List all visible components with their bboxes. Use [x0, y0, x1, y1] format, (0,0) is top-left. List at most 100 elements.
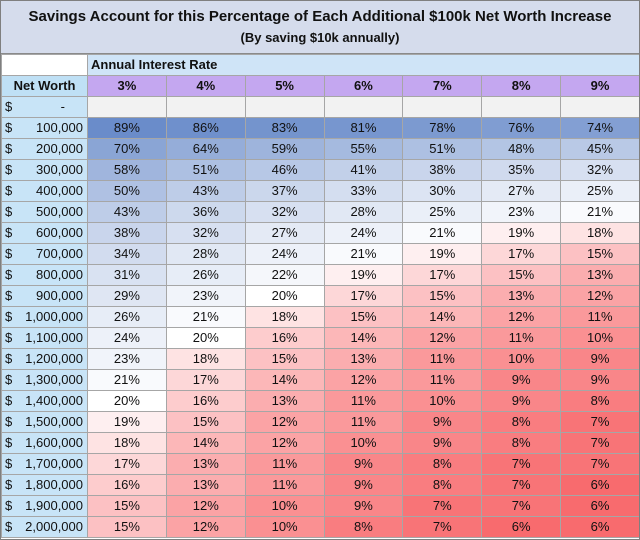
table-cell[interactable]: 26%	[87, 306, 167, 328]
table-cell[interactable]: 21%	[87, 369, 167, 391]
table-cell[interactable]: 15%	[165, 411, 246, 433]
table-cell[interactable]: 24%	[87, 327, 167, 349]
net-worth-cell[interactable]: $1,700,000	[1, 453, 88, 475]
table-cell[interactable]	[402, 96, 483, 118]
table-cell[interactable]: 38%	[402, 159, 483, 181]
net-worth-cell[interactable]: $1,300,000	[1, 369, 88, 391]
table-cell[interactable]: 32%	[244, 201, 325, 223]
table-cell[interactable]: 21%	[560, 201, 639, 223]
table-cell[interactable]: 15%	[560, 243, 639, 265]
table-cell[interactable]: 17%	[481, 243, 562, 265]
table-cell[interactable]: 27%	[244, 222, 325, 244]
table-cell[interactable]: 59%	[244, 138, 325, 160]
table-cell[interactable]: 15%	[402, 285, 483, 307]
table-cell[interactable]: 6%	[560, 495, 639, 517]
table-cell[interactable]: 11%	[244, 453, 325, 475]
table-cell[interactable]: 8%	[560, 390, 639, 412]
rate-header[interactable]: 4%	[165, 75, 246, 97]
table-cell[interactable]: 46%	[244, 159, 325, 181]
blank-corner-cell[interactable]	[1, 54, 88, 76]
table-cell[interactable]: 7%	[481, 474, 562, 496]
table-cell[interactable]: 14%	[323, 327, 404, 349]
table-cell[interactable]: 16%	[87, 474, 167, 496]
table-cell[interactable]: 21%	[165, 306, 246, 328]
table-cell[interactable]: 13%	[481, 285, 562, 307]
table-cell[interactable]: 7%	[402, 495, 483, 517]
table-cell[interactable]: 8%	[402, 453, 483, 475]
table-cell[interactable]: 17%	[165, 369, 246, 391]
table-cell[interactable]: 12%	[402, 327, 483, 349]
table-cell[interactable]: 43%	[87, 201, 167, 223]
table-cell[interactable]: 8%	[402, 474, 483, 496]
table-cell[interactable]: 25%	[402, 201, 483, 223]
table-cell[interactable]: 58%	[87, 159, 167, 181]
table-cell[interactable]: 32%	[165, 222, 246, 244]
net-worth-cell[interactable]: $700,000	[1, 243, 88, 265]
table-cell[interactable]: 11%	[481, 327, 562, 349]
table-cell[interactable]: 10%	[560, 327, 639, 349]
table-cell[interactable]: 33%	[323, 180, 404, 202]
table-cell[interactable]: 7%	[481, 495, 562, 517]
table-cell[interactable]: 81%	[323, 117, 404, 139]
table-cell[interactable]: 9%	[560, 369, 639, 391]
table-cell[interactable]: 50%	[87, 180, 167, 202]
table-cell[interactable]: 15%	[481, 264, 562, 286]
table-cell[interactable]: 7%	[402, 516, 483, 538]
table-cell[interactable]: 20%	[244, 285, 325, 307]
table-cell[interactable]: 17%	[87, 453, 167, 475]
table-cell[interactable]: 18%	[165, 348, 246, 370]
table-cell[interactable]: 9%	[323, 474, 404, 496]
table-cell[interactable]: 18%	[244, 306, 325, 328]
table-cell[interactable]: 27%	[481, 180, 562, 202]
table-cell[interactable]: 74%	[560, 117, 639, 139]
net-worth-cell[interactable]: $900,000	[1, 285, 88, 307]
annual-interest-rate-label[interactable]: Annual Interest Rate	[87, 54, 639, 76]
table-cell[interactable]: 29%	[87, 285, 167, 307]
table-cell[interactable]: 19%	[481, 222, 562, 244]
table-cell[interactable]: 11%	[244, 474, 325, 496]
table-cell[interactable]: 24%	[323, 222, 404, 244]
table-cell[interactable]: 48%	[481, 138, 562, 160]
table-cell[interactable]: 24%	[244, 243, 325, 265]
table-cell[interactable]: 9%	[323, 495, 404, 517]
net-worth-cell[interactable]: $500,000	[1, 201, 88, 223]
net-worth-cell[interactable]: $ -	[1, 96, 88, 118]
table-cell[interactable]: 6%	[560, 516, 639, 538]
net-worth-cell[interactable]: $1,400,000	[1, 390, 88, 412]
table-cell[interactable]: 17%	[402, 264, 483, 286]
table-cell[interactable]: 11%	[323, 390, 404, 412]
net-worth-header[interactable]: Net Worth	[1, 75, 88, 97]
table-cell[interactable]: 11%	[402, 348, 483, 370]
table-cell[interactable]: 13%	[323, 348, 404, 370]
table-cell[interactable]: 14%	[244, 369, 325, 391]
rate-header[interactable]: 8%	[481, 75, 562, 97]
table-cell[interactable]: 13%	[560, 264, 639, 286]
table-cell[interactable]: 31%	[87, 264, 167, 286]
net-worth-cell[interactable]: $400,000	[1, 180, 88, 202]
net-worth-cell[interactable]: $1,200,000	[1, 348, 88, 370]
table-cell[interactable]: 23%	[481, 201, 562, 223]
table-cell[interactable]: 10%	[402, 390, 483, 412]
table-cell[interactable]: 25%	[560, 180, 639, 202]
rate-header[interactable]: 6%	[323, 75, 404, 97]
table-cell[interactable]: 18%	[87, 432, 167, 454]
table-cell[interactable]: 28%	[165, 243, 246, 265]
table-cell[interactable]: 23%	[87, 348, 167, 370]
table-cell[interactable]: 10%	[244, 495, 325, 517]
rate-header[interactable]: 5%	[244, 75, 325, 97]
table-cell[interactable]: 15%	[244, 348, 325, 370]
net-worth-cell[interactable]: $600,000	[1, 222, 88, 244]
table-cell[interactable]: 19%	[87, 411, 167, 433]
rate-header[interactable]: 7%	[402, 75, 483, 97]
table-cell[interactable]: 12%	[244, 411, 325, 433]
table-cell[interactable]: 55%	[323, 138, 404, 160]
table-cell[interactable]: 9%	[402, 411, 483, 433]
table-cell[interactable]: 8%	[323, 516, 404, 538]
table-cell[interactable]: 76%	[481, 117, 562, 139]
table-cell[interactable]	[87, 96, 167, 118]
table-cell[interactable]: 22%	[244, 264, 325, 286]
table-cell[interactable]: 51%	[165, 159, 246, 181]
table-cell[interactable]: 7%	[560, 411, 639, 433]
table-cell[interactable]: 12%	[560, 285, 639, 307]
net-worth-cell[interactable]: $2,000,000	[1, 516, 88, 538]
